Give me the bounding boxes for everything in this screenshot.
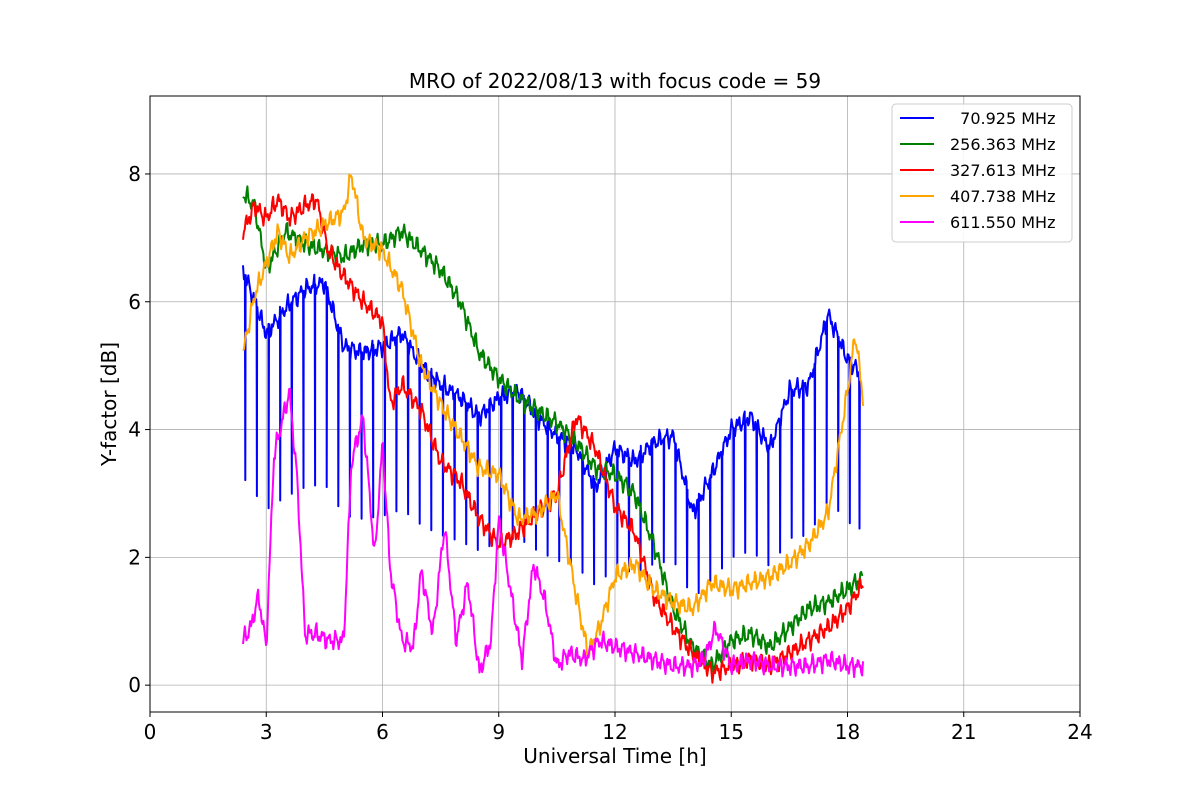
x-tick-label: 0 xyxy=(144,720,157,744)
legend-label-1: 256.363 MHz xyxy=(950,135,1055,154)
series-line-0 xyxy=(242,265,861,595)
legend-box xyxy=(891,103,1073,243)
y-axis-label: Y-factor [dB] xyxy=(97,342,121,467)
x-tick-label: 9 xyxy=(492,720,505,744)
x-tick-label: 6 xyxy=(376,720,389,744)
y-tick-label: 0 xyxy=(128,673,141,697)
legend: 70.925 MHz 256.363 MHz 327.613 MHz 407.738 … xyxy=(891,103,1073,243)
y-tick-label: 6 xyxy=(128,290,141,314)
y-tick-label: 2 xyxy=(128,545,141,569)
x-tick-label: 3 xyxy=(260,720,273,744)
chart-title: MRO of 2022/08/13 with focus code = 59 xyxy=(409,69,821,93)
legend-label-3: 407.738 MHz xyxy=(950,187,1055,206)
y-tick-label: 8 xyxy=(128,162,141,186)
x-tick-label: 24 xyxy=(1067,720,1092,744)
x-tick-label: 21 xyxy=(951,720,976,744)
series-lines xyxy=(242,173,864,684)
x-tick-label: 18 xyxy=(835,720,860,744)
series-line-3 xyxy=(242,173,864,659)
series-line-4 xyxy=(242,387,864,679)
legend-label-2: 327.613 MHz xyxy=(950,161,1055,180)
x-axis-label: Universal Time [h] xyxy=(523,744,706,768)
x-tick-label: 15 xyxy=(719,720,744,744)
legend-label-0: 70.925 MHz xyxy=(950,109,1055,128)
x-tick-label: 12 xyxy=(602,720,627,744)
series-line-1 xyxy=(242,185,864,673)
y-tick-label: 4 xyxy=(128,418,141,442)
legend-label-4: 611.550 MHz xyxy=(950,213,1055,232)
